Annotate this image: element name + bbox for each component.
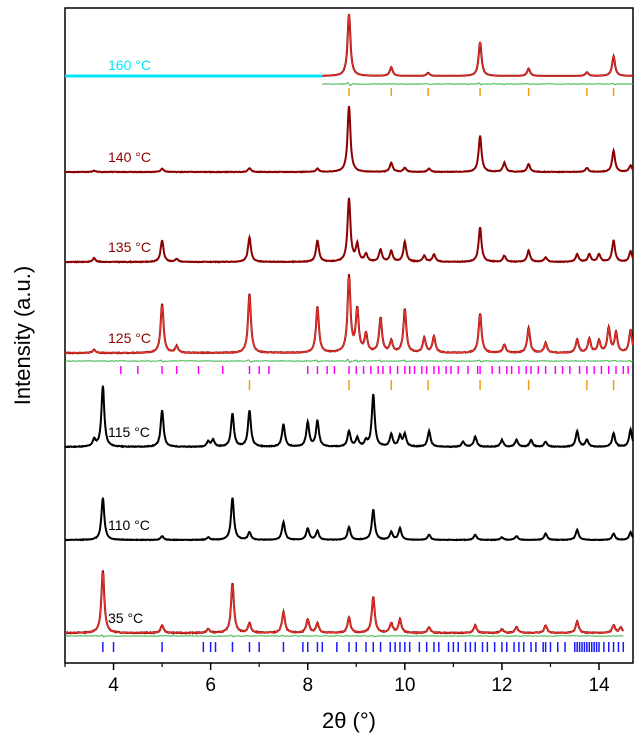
- x-tick-label: 12: [491, 675, 512, 696]
- x-tick-label: 4: [108, 675, 119, 696]
- reflection-ticks-layer: [102, 88, 629, 652]
- series-data-line: [65, 105, 634, 174]
- series-4: [64, 274, 634, 363]
- series-1: [65, 13, 634, 86]
- series-7: [64, 570, 625, 638]
- series-difference-curve: [64, 634, 624, 638]
- x-tick-label: 6: [205, 675, 216, 696]
- series-difference-curve: [64, 358, 633, 363]
- series-temperature-label: 35 °C: [108, 610, 143, 626]
- series-temperature-label: 140 °C: [108, 149, 151, 165]
- series-fit-line: [322, 13, 633, 77]
- series-temperature-label: 110 °C: [108, 517, 150, 533]
- series-data-line: [64, 570, 625, 635]
- series-difference-curve: [322, 82, 634, 86]
- series-2: [65, 105, 634, 174]
- x-tick-label: 8: [302, 675, 313, 696]
- x-axis: 4 6 8 10 12 14: [64, 663, 610, 696]
- series-data-line: [64, 197, 634, 264]
- series-fit-line: [65, 572, 624, 634]
- series-layer: [64, 13, 634, 638]
- x-axis-title: 2θ (°): [322, 708, 376, 733]
- y-axis-title: Intensity (a.u.): [10, 266, 35, 405]
- x-tick-label: 14: [588, 675, 610, 696]
- series-3: [64, 197, 634, 264]
- series-fit-line: [65, 276, 634, 354]
- series-5: [64, 385, 634, 449]
- series-temperature-label: 160 °C: [108, 57, 151, 73]
- series-data-line: [64, 497, 634, 542]
- series-data-line: [64, 385, 634, 449]
- series-temperature-label: 115 °C: [108, 424, 150, 440]
- series-temperature-label: 135 °C: [108, 239, 151, 255]
- series-6: [64, 497, 634, 542]
- plot-frame: [64, 7, 634, 664]
- series-labels-layer: 160 °C 140 °C 135 °C 125 °C 115 °C 110 °C 35 °…: [108, 57, 151, 626]
- series-temperature-label: 125 °C: [108, 330, 151, 346]
- x-tick-label: 10: [394, 675, 415, 696]
